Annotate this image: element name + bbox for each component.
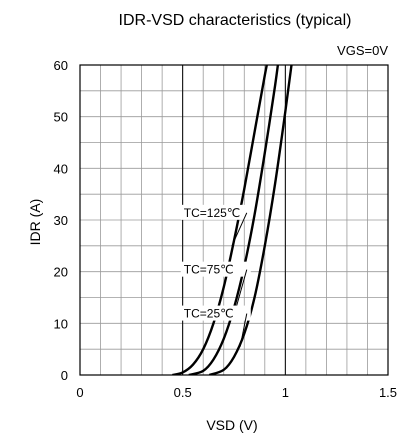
annotation-label-1: TC=125℃ <box>184 206 241 220</box>
annotation-background <box>180 261 251 277</box>
annotations: TC=125℃ TC=75℃ TC=25℃ <box>180 204 251 347</box>
y-tick-label: 40 <box>54 161 68 176</box>
y-axis-label: IDR (A) <box>27 199 43 246</box>
y-tick-label: 30 <box>54 213 68 228</box>
y-tick-label: 10 <box>54 316 68 331</box>
annotation-background <box>180 305 251 321</box>
annotation-leader-2 <box>235 269 248 308</box>
annotation-label-3: TC=25℃ <box>184 307 234 321</box>
y-tick-label: 0 <box>61 368 68 383</box>
series-line-1 <box>172 65 269 375</box>
y-tick-label: 20 <box>54 265 68 280</box>
plot-frame <box>79 64 389 376</box>
x-tick-label: 1 <box>282 385 289 400</box>
y-tick-label: 50 <box>54 110 68 125</box>
chart-subtitle: VGS=0V <box>337 43 388 58</box>
annotation-label-2: TC=75℃ <box>184 263 234 277</box>
x-tick-label: 1.5 <box>379 385 397 400</box>
x-tick-label: 0.5 <box>174 385 192 400</box>
y-tick-label: 60 <box>54 58 68 73</box>
x-tick-label: 0 <box>76 385 83 400</box>
annotation-leader-3 <box>239 313 248 347</box>
annotation-leader-1 <box>231 212 248 247</box>
series-group <box>172 65 293 375</box>
series-line-3 <box>208 65 293 375</box>
tick-labels: 0 0.5 1 1.5 0 10 20 30 40 50 60 <box>54 58 398 400</box>
series-line-2 <box>188 65 280 375</box>
annotation-background <box>180 204 251 220</box>
x-axis-label: VSD (V) <box>206 417 257 433</box>
chart-title: IDR-VSD characteristics (typical) <box>119 12 352 29</box>
grid <box>79 64 389 376</box>
